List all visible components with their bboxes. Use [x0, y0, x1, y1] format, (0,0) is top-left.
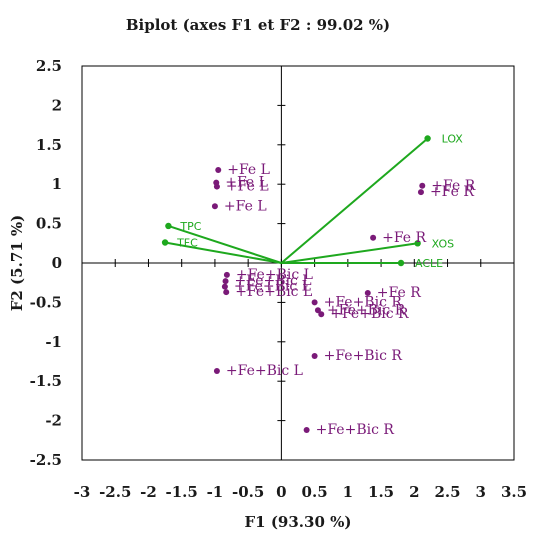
observation-label: +Fe+Bic L: [234, 279, 311, 295]
x-tick-label: 1.5: [368, 483, 394, 501]
x-tick-label: -1: [207, 483, 224, 501]
variable-point: [165, 222, 172, 230]
y-tick-label: 0.5: [36, 215, 62, 233]
x-tick-label: 3.5: [501, 483, 527, 501]
x-tick-label: 3: [476, 483, 486, 501]
x-tick-label: -2: [140, 483, 157, 501]
y-tick-label: 2.5: [36, 57, 62, 75]
observation-point: [223, 271, 230, 278]
observation-label: +Fe R: [382, 230, 426, 246]
observation-label: +Fe+Bic R: [324, 348, 403, 364]
variable-point: [161, 239, 169, 246]
observation-label: +Fe+Bic R: [330, 306, 409, 322]
observation-point: [213, 367, 220, 374]
observation-point: [311, 352, 318, 359]
observation-label: +Fe+Bic L: [226, 363, 303, 379]
observation-label: +Fe+Bic L: [235, 273, 312, 289]
observation-point: [318, 311, 325, 318]
x-tick-label: 0.5: [302, 483, 328, 501]
observation-point: [419, 182, 426, 189]
x-tick-label: -1.5: [166, 483, 198, 501]
observation-label: +Fe+Bic R: [327, 302, 406, 318]
observation-point: [213, 183, 220, 190]
x-tick-label: 0: [276, 483, 286, 501]
observation-point: [417, 189, 424, 196]
observation-point: [221, 283, 228, 290]
y-tick-label: -0.5: [30, 293, 62, 311]
observation-point: [211, 203, 218, 210]
observation-label: +Fe L: [224, 198, 267, 214]
variable-point: [414, 240, 421, 247]
x-tick-label: 2.5: [434, 483, 460, 501]
variable-label: TPC: [179, 220, 201, 233]
x-tick-label: 2: [409, 483, 419, 501]
observation-point: [222, 278, 229, 285]
chart-title: Biplot (axes F1 et F2 : 99.02 %): [126, 16, 390, 34]
variable-vector: [164, 241, 282, 264]
observation-point: [215, 167, 222, 174]
observation-label: +Fe L: [227, 162, 270, 178]
observation-label: +Fe L: [225, 175, 268, 191]
variable-label: XOS: [432, 237, 454, 250]
axes-and-ticks: -3 -2.5 -2 -1.5 -1 -0.5 0 0.5 1 1.5 2 2.5 3 3.5 2.5 2 1.…: [30, 57, 527, 501]
variable-point: [424, 135, 431, 142]
x-tick-label: 1: [343, 483, 353, 501]
y-tick-label: 1.5: [36, 136, 62, 154]
variable-vector: [280, 137, 429, 264]
observation-label: +Fe+Bic L: [235, 284, 312, 300]
observation-label: +Fe R: [430, 184, 474, 200]
variable-point: [397, 259, 405, 267]
observation-label: +Fe L: [226, 179, 269, 195]
observation-point: [311, 299, 318, 306]
y-tick-label: -2: [45, 412, 62, 430]
y-tick-label: 2: [52, 96, 62, 114]
y-axis-title: F2 (5.71 %): [8, 215, 26, 312]
observation-point: [364, 289, 371, 296]
variable-label: LOX: [442, 132, 464, 145]
x-axis-title: F1 (93.30 %): [245, 513, 352, 531]
observation-points: +Fe L+Fe L+Fe L+Fe L+Fe R+Fe R+Fe R+Fe R…: [211, 162, 476, 438]
observation-point: [303, 427, 310, 434]
y-tick-label: 0: [52, 254, 62, 272]
x-tick-label: -0.5: [232, 483, 264, 501]
variable-vector: [168, 225, 282, 264]
x-tick-label: -3: [74, 483, 91, 501]
observation-label: +Fe R: [431, 178, 475, 194]
variable-label: TFC: [176, 237, 198, 250]
observation-label: +Fe+Bic R: [316, 422, 395, 438]
observation-point: [314, 307, 321, 314]
observation-point: [223, 289, 230, 296]
observation-label: +Fe+Bic L: [236, 267, 313, 283]
variable-label: ACLE: [415, 257, 443, 270]
variable-vectors: LOX XOS ACLE TPC TFC: [161, 132, 464, 270]
y-tick-label: 1: [52, 175, 62, 193]
x-tick-label: -2.5: [99, 483, 131, 501]
y-tick-label: -1: [45, 333, 62, 351]
observation-label: +Fe+Bic R: [324, 294, 403, 310]
observation-point: [370, 234, 377, 241]
y-tick-label: -1.5: [30, 372, 62, 390]
observation-label: +Fe R: [377, 285, 421, 301]
y-tick-label: -2.5: [30, 451, 62, 469]
variable-vector: [281, 242, 418, 264]
